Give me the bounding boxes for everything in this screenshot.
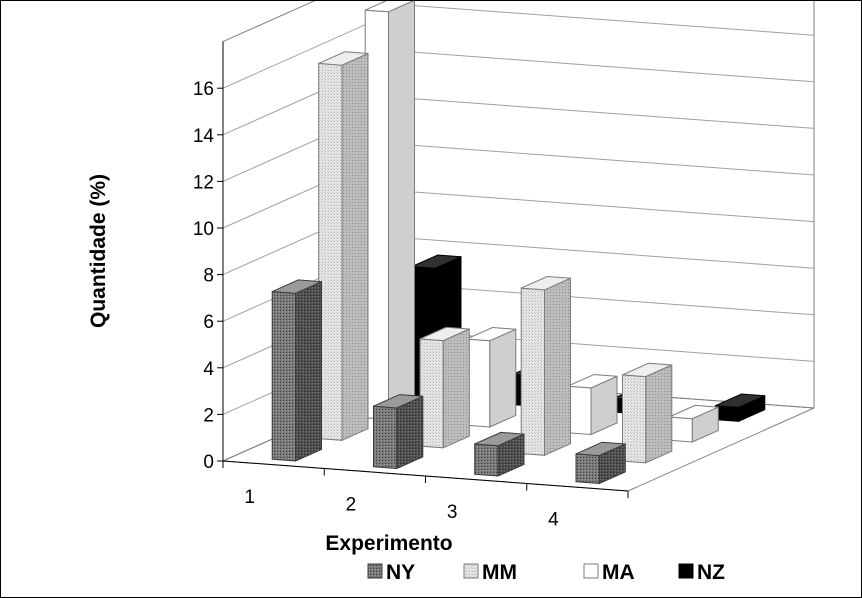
bar-mm-3 [520, 275, 571, 457]
bar-front [622, 374, 647, 464]
y-axis: 0 2 4 6 8 10 12 14 16 [193, 41, 224, 473]
legend-label-nz: NZ [697, 561, 725, 584]
bar-ma-3 [567, 374, 618, 436]
bar-front [715, 405, 740, 422]
bar-nz-4 [715, 393, 766, 423]
legend-swatch-nz [678, 563, 694, 579]
y-tick-label: 14 [193, 126, 215, 147]
bar-top [466, 326, 517, 342]
y-tick-label: 4 [203, 359, 214, 380]
bar-mm-1 [318, 51, 369, 442]
bar-ny-2 [373, 394, 424, 470]
bar-top [575, 441, 626, 457]
bar-front [364, 9, 389, 421]
gridline [222, 144, 815, 229]
bar-side [388, 1, 415, 421]
bar-ma-4 [668, 404, 719, 443]
bar-top [373, 394, 424, 409]
bar-side [396, 395, 424, 470]
bar-front [466, 338, 491, 428]
y-tick-label: 6 [203, 312, 214, 333]
bar-ma-2 [466, 326, 517, 428]
y-tick-label: 2 [203, 405, 214, 426]
bar-top [419, 326, 470, 342]
x-axis: 1 2 3 4 [222, 460, 629, 530]
bar-top [567, 374, 618, 389]
bar-front [271, 291, 296, 462]
bar-top [318, 51, 369, 66]
bar-front [373, 405, 398, 470]
bar-side [341, 52, 369, 442]
legend-swatch-ny [367, 563, 383, 579]
bar-top [668, 404, 719, 420]
legend: NY MM MA NZ [367, 561, 725, 584]
bar-mm-2 [419, 326, 470, 449]
bar-side [295, 280, 322, 462]
bar-top [411, 254, 462, 269]
y-tick-label: 10 [193, 219, 214, 240]
bar-side [544, 277, 571, 457]
bar-front [520, 287, 545, 456]
bar-front [575, 453, 600, 485]
y-axis-title: Quantidade (%) [87, 174, 110, 328]
bar-top [715, 393, 766, 408]
legend-label-ma: MA [602, 561, 635, 584]
bar-front [419, 338, 444, 449]
bar-ma-1 [364, 1, 415, 421]
bar-front [567, 385, 592, 436]
bar-top [622, 362, 673, 378]
gridline [222, 4, 815, 89]
gridline [222, 97, 815, 182]
y-tick-label: 0 [203, 452, 214, 473]
x-tick-label: 3 [447, 502, 458, 523]
x-tick-label: 1 [244, 487, 255, 508]
legend-swatch-ma [583, 563, 599, 579]
y-tick-label: 8 [203, 266, 214, 287]
gridline [222, 191, 815, 276]
bar-side [645, 364, 673, 464]
legend-swatch-mm [463, 563, 479, 579]
bar-ny-1 [271, 279, 322, 462]
bar-top [271, 279, 322, 294]
bar-ny-3 [474, 431, 525, 477]
bar-front [474, 443, 499, 477]
bar-group [271, 1, 766, 485]
legend-label-mm: MM [482, 561, 517, 584]
bar-front [318, 62, 343, 441]
bar-top [520, 275, 571, 291]
x-axis-title: Experimento [325, 532, 452, 555]
bar-front [668, 416, 693, 443]
bar-ny-4 [575, 441, 626, 485]
x-tick-label: 2 [346, 494, 357, 515]
y-tick-label: 16 [193, 79, 214, 100]
legend-label-ny: NY [386, 561, 415, 584]
bar-top [364, 1, 414, 13]
bar-top [474, 431, 525, 447]
bar-mm-4 [622, 362, 673, 464]
bar-side [489, 328, 517, 428]
x-tick-label: 4 [548, 509, 559, 530]
gridline [222, 51, 815, 136]
bar-side [442, 328, 470, 449]
y-tick-label: 12 [193, 172, 214, 193]
